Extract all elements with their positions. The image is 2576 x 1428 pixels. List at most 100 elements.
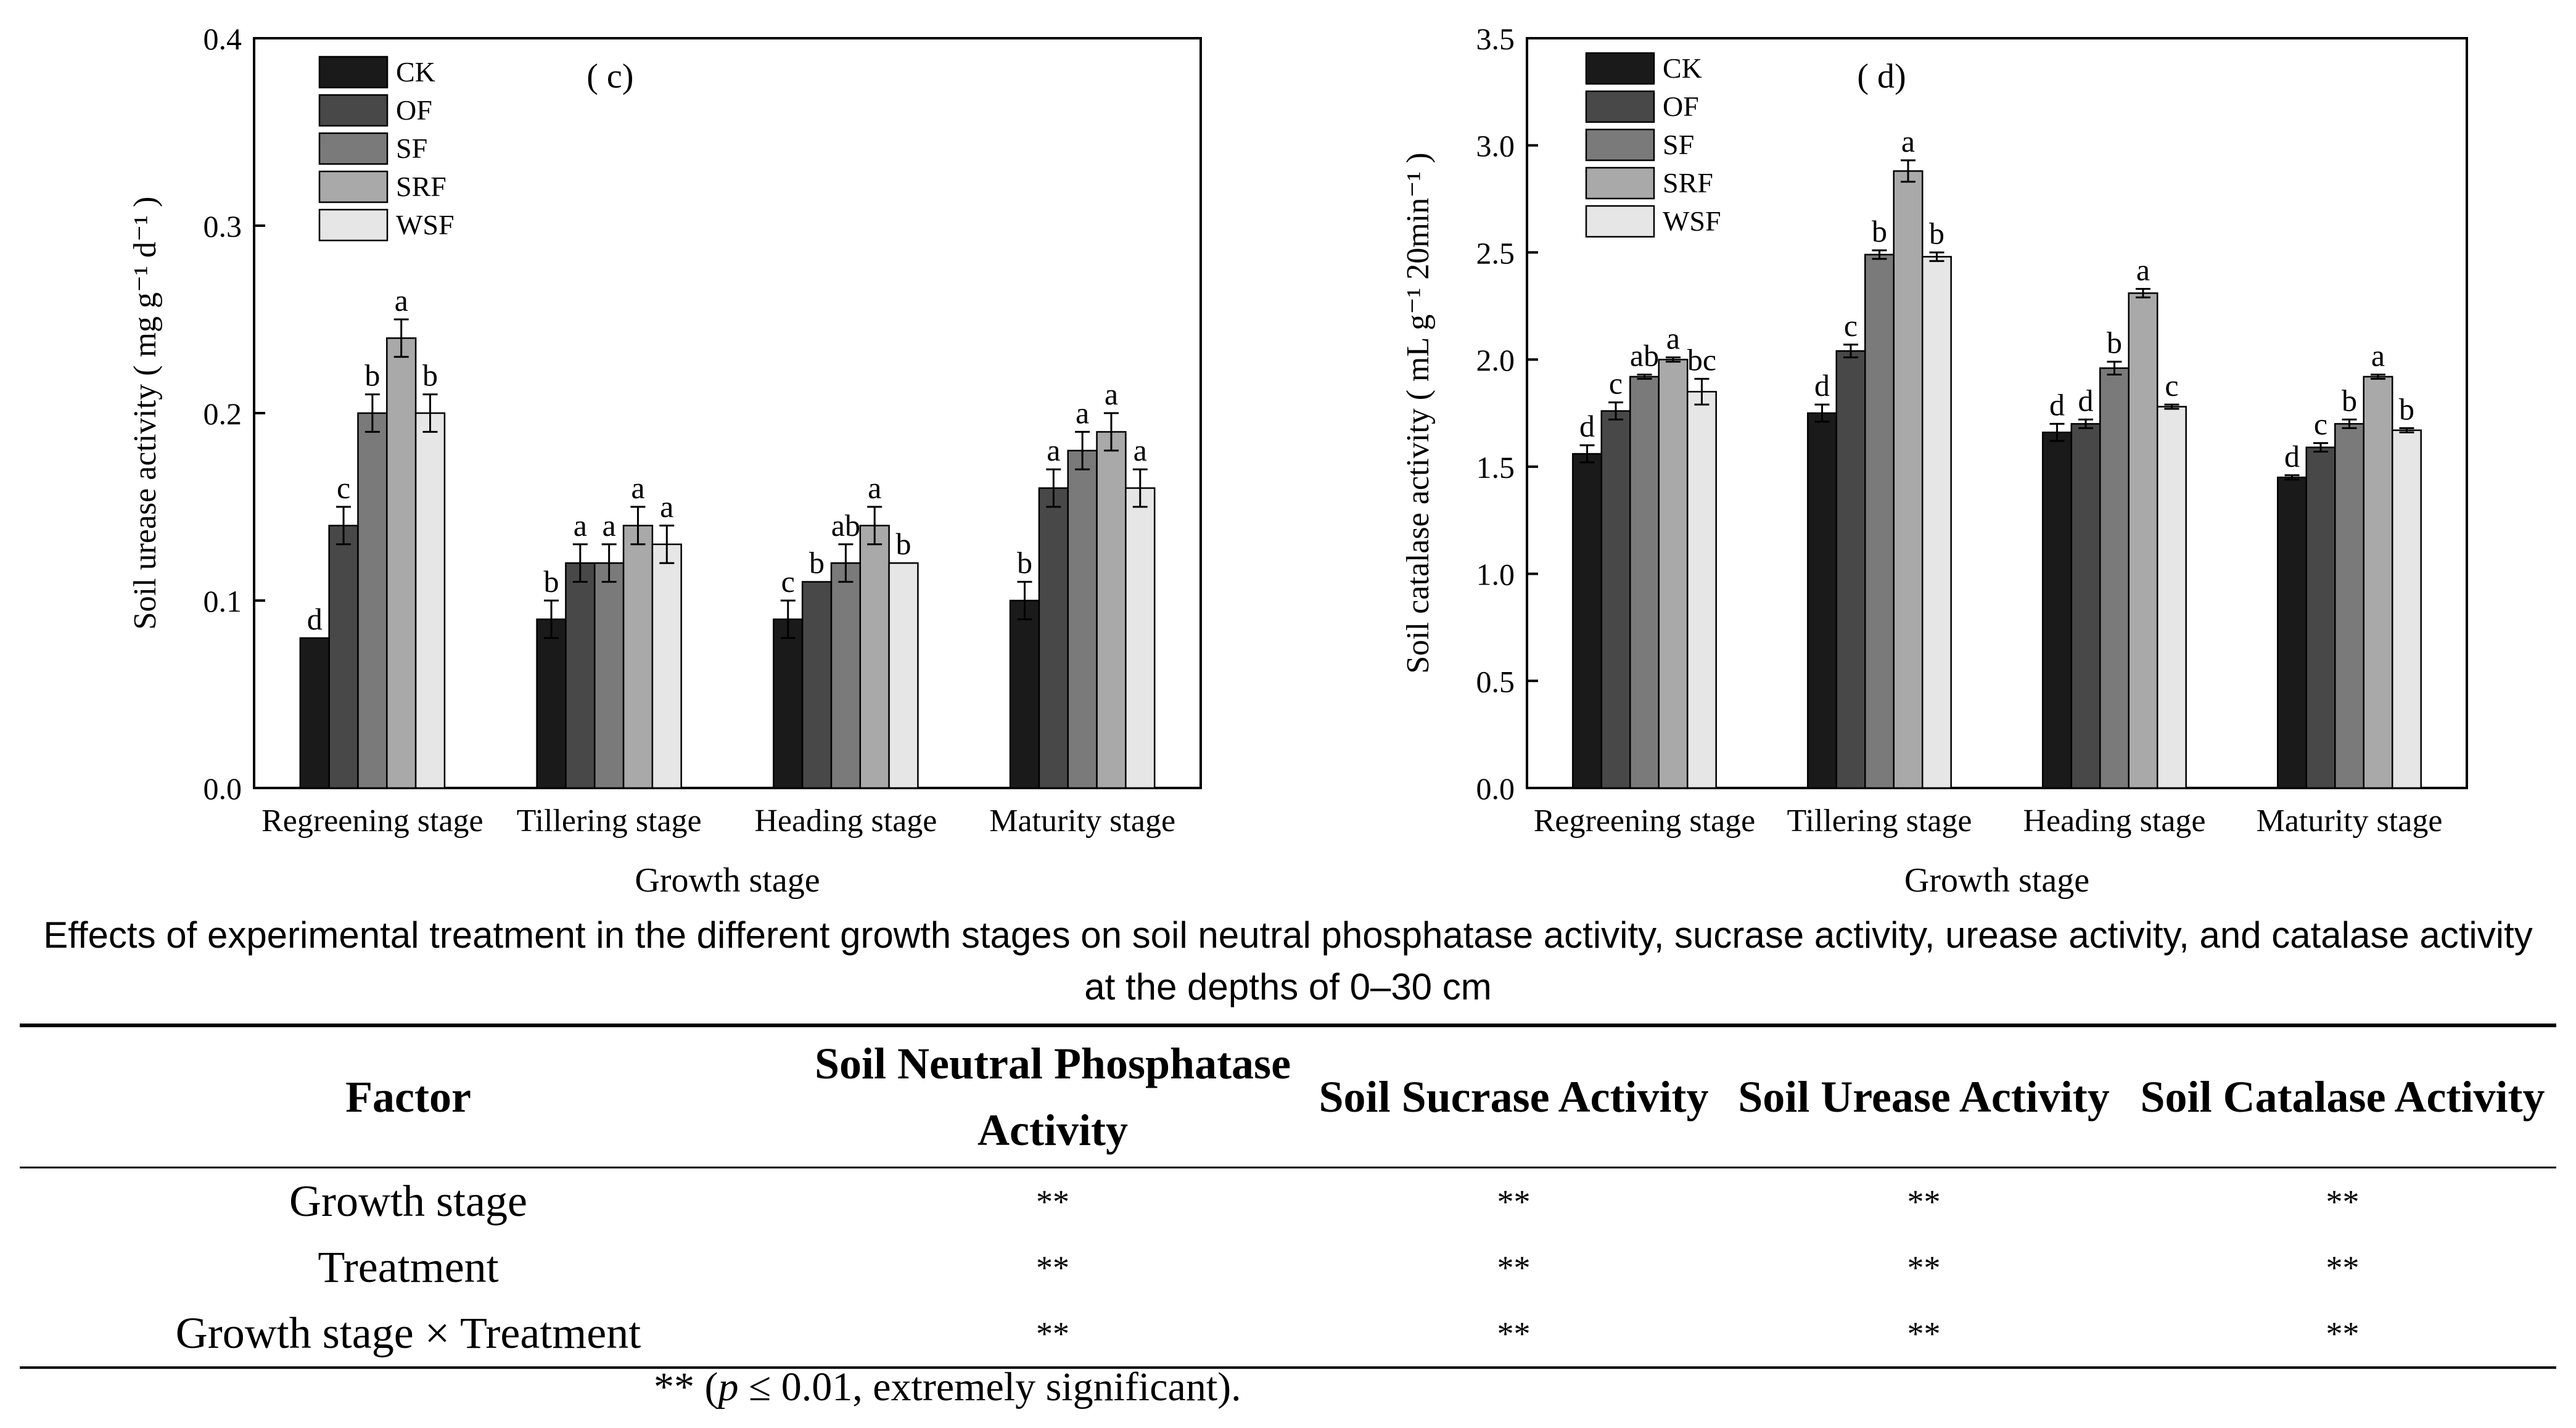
significance-letter: d — [307, 602, 323, 636]
bar — [1921, 256, 1952, 789]
bar — [622, 525, 654, 789]
legend-swatch — [1585, 205, 1655, 238]
significance-letter: b — [1872, 214, 1887, 248]
significance-letter: b — [1017, 546, 1032, 580]
y-tick-label: 0.2 — [204, 396, 242, 431]
y-axis-label: Soil urease activity ( mg g⁻¹ d⁻¹ ) — [128, 197, 163, 630]
y-axis-label: Soil catalase activity ( mL g⁻¹ 20min⁻¹ … — [1401, 152, 1436, 673]
significance-cell: ** — [1036, 1249, 1069, 1286]
y-tick-label: 2.5 — [1476, 236, 1515, 270]
factor-cell: Treatment — [318, 1242, 499, 1292]
bar — [2128, 292, 2158, 789]
factor-cell: Growth stage — [289, 1176, 527, 1226]
significance-letter: c — [781, 564, 795, 599]
bar — [1009, 599, 1040, 789]
factor-cell: Growth stage × Treatment — [175, 1308, 641, 1358]
bar — [888, 562, 919, 789]
bar — [2334, 423, 2364, 789]
catalase-chart: 0.0 0.5 1.0 1.5 2.0 2.5 3.0 3.5 Regreening stage… — [1401, 22, 2468, 900]
significance-letter: ab — [1630, 338, 1659, 372]
significance-letter: b — [543, 564, 559, 599]
x-tick-label: Maturity stage — [2257, 803, 2443, 839]
significance-cell: ** — [1036, 1183, 1069, 1220]
significance-letter: d — [1579, 409, 1595, 443]
significance-letter: a — [868, 470, 881, 505]
significance-letter: a — [1901, 124, 1915, 158]
legend-label: OF — [1663, 91, 1699, 122]
bar — [1572, 453, 1603, 789]
header-catalase: Soil Catalase Activity — [2140, 1072, 2545, 1122]
bar — [299, 637, 330, 789]
table-note: ** (p ≤ 0.01, extremely significant). — [654, 1364, 1241, 1411]
bar — [2070, 423, 2101, 789]
bar — [2363, 375, 2393, 789]
significance-letter: a — [1105, 377, 1118, 411]
x-axis-label: Growth stage — [1904, 861, 2089, 900]
x-tick-label: Maturity stage — [989, 803, 1175, 839]
significance-letter: b — [896, 527, 911, 561]
bar — [414, 412, 446, 789]
legend-label: SRF — [1663, 167, 1713, 199]
legend-swatch — [318, 55, 389, 89]
bar — [2277, 476, 2308, 789]
bar — [1096, 431, 1127, 789]
significance-letter: d — [2284, 439, 2300, 474]
significance-letter: a — [1666, 321, 1680, 356]
significance-letter: b — [2107, 326, 2122, 360]
significance-letter: b — [2399, 392, 2414, 426]
significance-letter: a — [603, 508, 616, 543]
bar — [2156, 406, 2187, 789]
y-tick-label: 0.4 — [204, 22, 242, 56]
y-tick-label: 0.0 — [1476, 771, 1515, 806]
bar — [2042, 432, 2073, 789]
significance-letter: a — [1047, 433, 1060, 467]
y-tick-label: 0.0 — [204, 771, 242, 806]
legend-label: SF — [396, 133, 427, 164]
panel-label: ( c) — [586, 57, 633, 96]
y-tick-label: 3.0 — [1476, 129, 1515, 163]
significance-cell: ** — [2326, 1315, 2360, 1352]
significance-letter: b — [422, 358, 438, 393]
note-suffix: ≤ 0.01, extremely significant). — [738, 1364, 1241, 1410]
significance-letter: b — [1929, 216, 1944, 250]
note-prefix: ** ( — [654, 1364, 718, 1410]
anova-table: Factor Soil Neutral Phosphatase Activity… — [20, 1024, 2556, 1369]
significance-cell: ** — [1907, 1183, 1941, 1220]
legend-swatch — [318, 208, 389, 242]
legend-swatch — [1585, 90, 1655, 123]
significance-cell: ** — [1907, 1249, 1941, 1286]
significance-letter: ab — [831, 508, 860, 543]
x-tick-label: Tillering stage — [1787, 803, 1972, 839]
table-header-row: Factor Soil Neutral Phosphatase Activity… — [20, 1025, 2556, 1168]
significance-letter: c — [2314, 407, 2327, 441]
header-factor: Factor — [345, 1072, 471, 1122]
significance-letter: a — [660, 489, 673, 523]
table-row: Growth stage × Treatment ** ** ** ** — [20, 1300, 2556, 1368]
significance-letter: d — [2078, 383, 2094, 417]
bar — [2099, 367, 2130, 789]
bar — [859, 525, 890, 789]
y-tick-label: 2.0 — [1476, 343, 1515, 377]
significance-letter: c — [2165, 368, 2178, 403]
x-tick-label: Regreening stage — [261, 803, 484, 839]
y-tick-label: 1.0 — [1476, 557, 1515, 592]
figure-caption: Effects of experimental treatment in the… — [43, 914, 2533, 1007]
bar — [386, 337, 417, 789]
legend-swatch — [1585, 52, 1655, 85]
bar — [651, 543, 682, 789]
table-row: Treatment ** ** ** ** — [20, 1234, 2556, 1300]
bar — [1600, 410, 1631, 789]
legend-swatch — [1585, 166, 1655, 200]
significance-cell: ** — [2326, 1183, 2360, 1220]
header-phosphatase: Soil Neutral Phosphatase Activity — [814, 1039, 1291, 1155]
legend-label: WSF — [1663, 205, 1721, 237]
significance-cell: ** — [2326, 1249, 2360, 1286]
x-tick-label: Regreening stage — [1534, 803, 1756, 839]
table-row: Growth stage ** ** ** ** — [20, 1168, 2556, 1235]
significance-letter: c — [337, 470, 350, 505]
significance-cell: ** — [1497, 1183, 1531, 1220]
legend-swatch — [1585, 128, 1655, 162]
legend-swatch — [318, 132, 389, 165]
legend-swatch — [318, 170, 389, 203]
